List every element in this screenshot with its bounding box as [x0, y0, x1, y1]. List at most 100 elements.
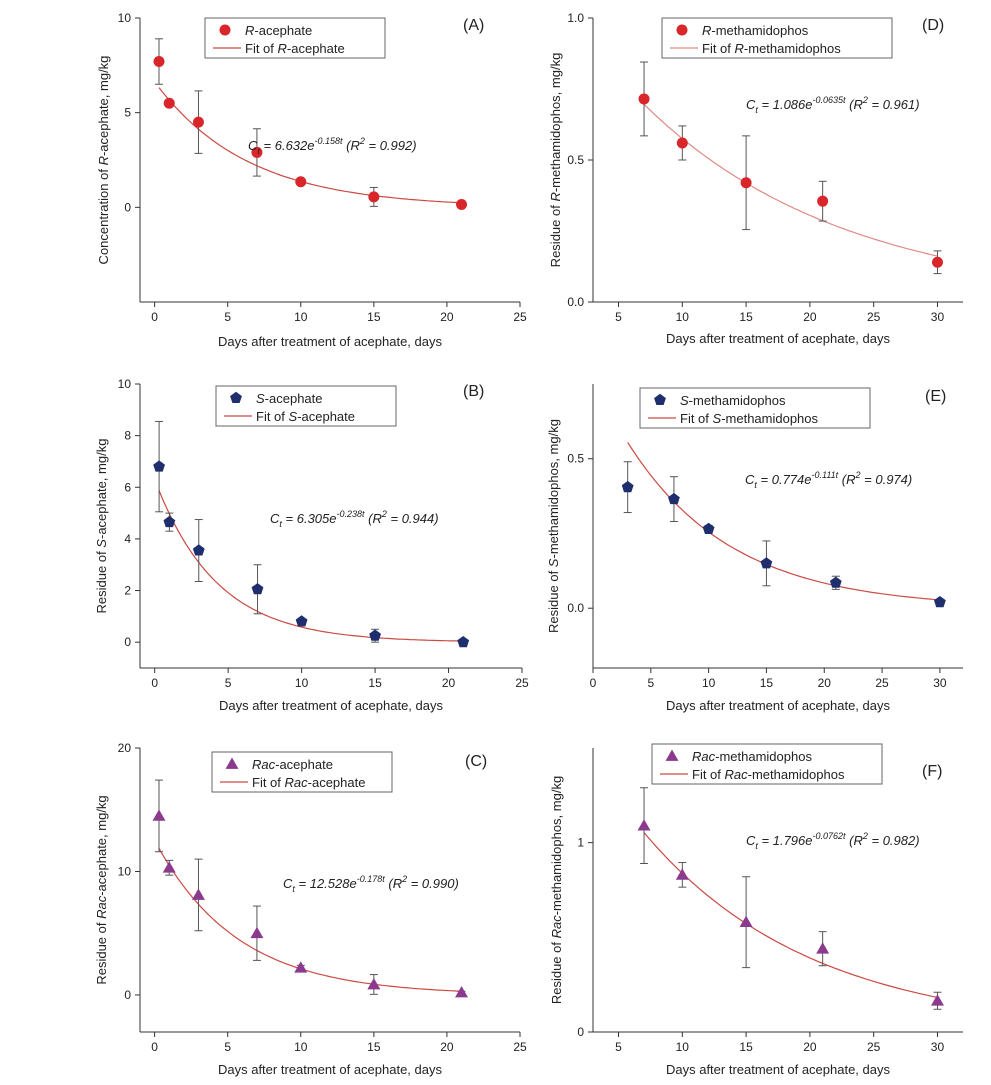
data-point [676, 137, 688, 149]
panel-label: (C) [465, 753, 487, 770]
x-tick-label: 10 [295, 676, 309, 690]
data-point [702, 522, 715, 534]
y-tick-label: 0.0 [567, 295, 584, 309]
legend: Rac-methamidophos Fit of Rac-methamidopho… [651, 743, 883, 785]
x-tick-label: 30 [933, 676, 947, 690]
data-point [675, 868, 689, 880]
legend-series-label: R-acephate [245, 23, 312, 38]
fit-equation: Ct = 12.528e-0.178t (R2 = 0.990) [283, 874, 459, 894]
data-point [930, 994, 944, 1006]
y-tick-label: 10 [118, 864, 132, 878]
x-axis-title: Days after treatment of acephate, days [218, 1062, 443, 1077]
data-point [369, 629, 381, 641]
x-tick-label: 5 [647, 676, 654, 690]
chart-panel-e: 0 5 10 15 20 25 30 0.0 0.5 Days after treatment o… [546, 384, 963, 713]
panel-label: (F) [922, 763, 942, 780]
y-axis-title: Residue of S-methamidophos, mg/kg [546, 419, 561, 633]
legend-marker [654, 393, 666, 405]
y-tick-label: 0 [577, 1025, 584, 1039]
x-tick-label: 15 [739, 1040, 753, 1054]
data-point [931, 256, 943, 268]
x-tick-label: 0 [151, 310, 158, 324]
fit-equation: Ct = 1.796e-0.0762t (R2 = 0.982) [746, 831, 920, 851]
panel-label: (D) [922, 17, 944, 34]
fit-curve [158, 490, 464, 642]
data-point [162, 861, 176, 873]
data-point [456, 198, 468, 210]
data-point [251, 146, 263, 158]
y-tick-label: 10 [118, 377, 132, 391]
x-tick-label: 25 [513, 1040, 527, 1054]
x-tick-label: 20 [440, 1040, 454, 1054]
x-tick-label: 5 [615, 310, 622, 324]
x-axis-title: Days after treatment of acephate, days [666, 698, 891, 713]
x-tick-label: 25 [867, 310, 881, 324]
data-point [192, 116, 204, 128]
x-tick-label: 20 [442, 676, 456, 690]
legend-marker [219, 24, 231, 36]
x-tick-label: 25 [515, 676, 529, 690]
fit-curve [643, 103, 938, 257]
chart-panel-a: 0 5 10 15 20 25 0 5 10 Days after treatment of ac… [96, 11, 527, 349]
data-point [250, 926, 264, 939]
y-tick-label: 0.0 [567, 601, 584, 615]
legend-fit-label: Fit of R-methamidophos [702, 41, 841, 56]
y-tick-label: 6 [124, 480, 131, 494]
chart-panel-c: 0 5 10 15 20 25 0 10 20 Days after treatment of a… [94, 741, 527, 1077]
fit-curve [643, 832, 938, 998]
x-axis-title: Days after treatment of acephate, days [666, 331, 891, 346]
chart-panel-d: 5 10 15 20 25 30 0.0 0.5 1.0 Days after treatment… [548, 11, 963, 346]
x-tick-label: 20 [803, 310, 817, 324]
legend-series-label: Rac-methamidophos [692, 749, 812, 764]
legend: S-methamidophos Fit of S-methamidophos [639, 387, 871, 429]
x-tick-label: 10 [294, 310, 308, 324]
y-axis-title: Concentration of R-acephate, mg/kg [96, 56, 111, 265]
x-tick-label: 20 [440, 310, 454, 324]
x-axis-title: Days after treatment of acephate, days [666, 1062, 891, 1077]
y-axis-title: Residue of R-methamidophos, mg/kg [548, 53, 563, 268]
y-tick-label: 4 [124, 532, 131, 546]
data-point [817, 195, 829, 207]
x-tick-label: 20 [818, 676, 832, 690]
fit-equation: Ct = 1.086e-0.0635t (R2 = 0.961) [746, 95, 920, 115]
data-point [163, 515, 176, 528]
data-point [294, 961, 308, 973]
x-tick-label: 10 [676, 310, 690, 324]
fit-curve [627, 442, 940, 601]
data-point [457, 636, 470, 648]
y-tick-label: 0 [124, 635, 131, 649]
x-tick-label: 10 [676, 1040, 690, 1054]
x-tick-label: 15 [367, 1040, 381, 1054]
x-tick-label: 30 [931, 310, 945, 324]
fit-equation: Ct = 6.632e-0.158t (R2 = 0.992) [248, 136, 417, 156]
data-point [368, 191, 380, 203]
x-tick-label: 15 [739, 310, 753, 324]
legend-fit-label: Fit of R-acephate [245, 41, 345, 56]
x-tick-label: 5 [615, 1040, 622, 1054]
chart-panel-f: 5 10 15 20 25 30 0 1 Days after treatment of ace… [549, 743, 963, 1077]
x-tick-label: 10 [294, 1040, 308, 1054]
x-tick-label: 30 [931, 1040, 945, 1054]
x-tick-label: 0 [590, 676, 597, 690]
panel-label: (B) [463, 383, 484, 400]
data-point [153, 460, 165, 472]
legend-series-label: R-methamidophos [702, 23, 809, 38]
fit-curve [158, 87, 462, 204]
legend-series-label: Rac-acephate [252, 757, 333, 772]
data-point [367, 977, 381, 990]
y-tick-label: 5 [124, 106, 131, 120]
x-tick-label: 20 [803, 1040, 817, 1054]
legend: Rac-acephate Fit of Rac-acephate [211, 751, 393, 793]
legend-series-label: S-methamidophos [680, 393, 786, 408]
legend-marker [230, 391, 242, 403]
y-tick-label: 0.5 [567, 452, 584, 466]
data-point [740, 177, 752, 189]
x-tick-label: 15 [368, 676, 382, 690]
legend-marker [225, 757, 239, 769]
y-tick-label: 2 [124, 584, 131, 598]
panel-label: (E) [925, 388, 946, 405]
data-point [295, 176, 307, 188]
x-tick-label: 25 [867, 1040, 881, 1054]
data-point [739, 915, 753, 928]
